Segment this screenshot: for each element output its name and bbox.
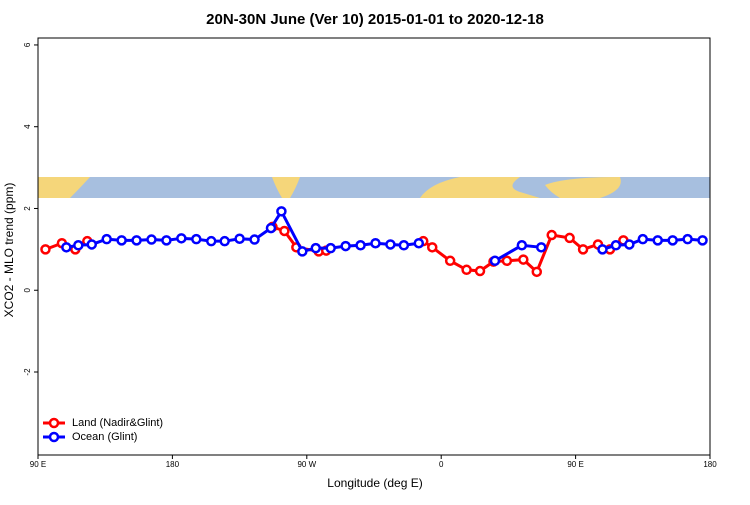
x-tick-label: 0 bbox=[439, 460, 444, 469]
data-point bbox=[597, 244, 608, 255]
y-tick-label: 4 bbox=[23, 124, 32, 129]
data-point bbox=[501, 255, 513, 267]
data-point bbox=[297, 246, 308, 257]
data-point bbox=[370, 237, 381, 249]
data-point bbox=[516, 240, 528, 251]
data-point bbox=[444, 255, 456, 267]
chart-title: 20N-30N June (Ver 10) 2015-01-01 to 2020… bbox=[206, 11, 544, 28]
legend-marker bbox=[48, 417, 60, 429]
y-tick-label: -2 bbox=[23, 368, 32, 376]
data-point bbox=[564, 232, 575, 244]
data-point bbox=[101, 233, 112, 245]
data-point bbox=[536, 242, 547, 253]
data-point bbox=[667, 235, 678, 246]
data-point bbox=[191, 233, 202, 245]
data-point bbox=[146, 234, 157, 245]
map-strip bbox=[38, 177, 710, 198]
data-point bbox=[310, 242, 322, 254]
data-point bbox=[131, 235, 142, 246]
data-point bbox=[426, 242, 438, 253]
data-point bbox=[161, 235, 172, 246]
data-point bbox=[461, 264, 472, 276]
data-point bbox=[697, 235, 708, 246]
data-point bbox=[652, 235, 663, 246]
legend-label: Land (Nadir&Glint) bbox=[72, 417, 163, 429]
x-axis-label: Longitude (deg E) bbox=[327, 476, 422, 490]
data-point bbox=[355, 240, 366, 251]
y-tick-label: 2 bbox=[23, 206, 32, 211]
data-point bbox=[325, 242, 336, 254]
data-point bbox=[637, 233, 649, 245]
data-point bbox=[489, 255, 501, 267]
data-point bbox=[546, 229, 557, 241]
data-point bbox=[474, 265, 486, 277]
data-point bbox=[73, 240, 84, 251]
x-tick-label: 180 bbox=[166, 460, 180, 469]
data-point bbox=[61, 242, 72, 253]
data-point bbox=[518, 254, 529, 265]
data-point bbox=[205, 235, 217, 247]
data-point bbox=[385, 239, 396, 250]
data-point bbox=[276, 206, 287, 217]
data-point bbox=[249, 234, 260, 245]
data-point bbox=[340, 240, 351, 252]
x-tick-label: 90 E bbox=[567, 460, 583, 469]
data-point bbox=[577, 244, 589, 255]
data-point bbox=[86, 239, 98, 250]
x-tick-label: 90 E bbox=[30, 460, 46, 469]
x-tick-label: 90 W bbox=[297, 460, 316, 469]
data-point bbox=[682, 233, 693, 245]
data-point bbox=[531, 266, 543, 278]
data-point bbox=[116, 235, 127, 246]
data-point bbox=[398, 240, 410, 251]
data-point bbox=[40, 244, 51, 255]
y-tick-label: 6 bbox=[23, 42, 32, 47]
data-point bbox=[624, 239, 635, 250]
data-point bbox=[610, 240, 622, 251]
data-point bbox=[265, 222, 277, 234]
data-point bbox=[176, 233, 187, 244]
x-tick-label: 180 bbox=[703, 460, 717, 469]
y-axis-label: XCO2 - MLO trend (ppm) bbox=[2, 183, 16, 318]
data-point bbox=[413, 237, 425, 249]
legend-marker bbox=[48, 431, 60, 443]
data-point bbox=[279, 225, 290, 237]
legend-label: Ocean (Glint) bbox=[72, 431, 137, 443]
data-point bbox=[234, 233, 245, 244]
plot-frame bbox=[37, 37, 711, 456]
y-tick-label: 0 bbox=[23, 287, 32, 292]
data-point bbox=[219, 235, 230, 247]
